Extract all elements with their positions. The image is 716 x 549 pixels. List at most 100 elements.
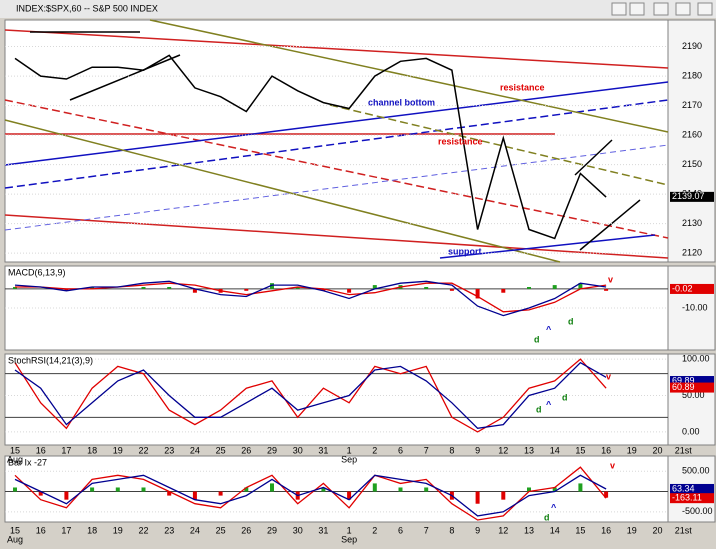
x-tick-label: 16 (36, 525, 46, 535)
histogram-bar (244, 288, 249, 291)
x-tick-label: 9 (475, 445, 480, 455)
last-value-label: -163.11 (672, 493, 702, 503)
y-tick-label: 100.00 (682, 353, 710, 363)
histogram-bar (372, 483, 377, 492)
histogram-bar (270, 483, 274, 492)
x-tick-label: 14 (550, 445, 560, 455)
histogram-bar (501, 491, 506, 500)
x-tick-label: 19 (627, 445, 637, 455)
x-tick-label: 8 (449, 445, 454, 455)
chart-title: INDEX:$SPX,60 -- S&P 500 INDEX (16, 3, 158, 13)
annotation: resistance (500, 82, 545, 92)
x-tick-label: 25 (216, 445, 226, 455)
histogram-bar (295, 287, 300, 289)
x-tick-label: 18 (87, 525, 97, 535)
x-tick-label: 13 (524, 525, 534, 535)
histogram-bar (552, 487, 557, 492)
last-value-box (670, 382, 714, 393)
y-tick-label: 2170 (682, 100, 702, 110)
annotation: channel bottom (368, 97, 435, 107)
button[interactable] (653, 2, 669, 16)
histogram-bar (38, 491, 43, 496)
button[interactable] (675, 2, 691, 16)
button[interactable] (629, 2, 645, 16)
last-value-box (670, 191, 714, 202)
y-tick-label: 50.00 (682, 390, 705, 400)
annotation: ^ (546, 399, 552, 409)
histogram-bar (578, 283, 583, 289)
histogram-bar (347, 288, 352, 293)
button[interactable] (611, 2, 627, 16)
x-tick-label: 15 (575, 445, 585, 455)
histogram-bar (578, 483, 583, 492)
histogram-bar (218, 491, 223, 496)
x-tick-label: 17 (61, 445, 71, 455)
x-tick-label: 7 (424, 445, 429, 455)
x-tick-label: 21st (675, 525, 693, 535)
histogram-bar (167, 287, 172, 289)
last-value-box (670, 283, 714, 294)
x-tick-label: 2 (372, 525, 377, 535)
histogram-bar (90, 487, 95, 492)
annotation: d (544, 512, 550, 522)
month-label: Sep (341, 534, 357, 544)
y-tick-label: 500.00 (682, 466, 710, 476)
x-tick-label: 31 (318, 445, 328, 455)
histogram-bar (475, 288, 480, 299)
histogram-bar (13, 487, 17, 492)
histogram-bar (141, 287, 146, 289)
last-value-label: 69.89 (672, 375, 695, 385)
y-tick-label: 2150 (682, 159, 702, 169)
y-tick-label: 2120 (682, 248, 702, 258)
button[interactable] (697, 2, 713, 16)
x-tick-label: 6 (398, 525, 403, 535)
series-line (14, 280, 607, 317)
histogram-bar (270, 283, 274, 289)
histogram-bar (244, 487, 249, 492)
annotation: d (568, 316, 574, 326)
histogram-bar (527, 287, 531, 289)
last-value-label: 63.34 (672, 483, 695, 493)
histogram-bar (192, 491, 197, 500)
x-tick-label: 6 (398, 445, 403, 455)
x-tick-label: 8 (449, 525, 454, 535)
trendline (579, 199, 641, 251)
x-tick-label: 1 (347, 525, 352, 535)
histogram-bar (398, 487, 403, 492)
histogram-bar (64, 288, 69, 291)
panel-title: StochRSI(14,21(3),9) (8, 355, 93, 365)
y-tick-label: 2160 (682, 129, 702, 139)
histogram-bar (501, 288, 506, 293)
histogram-bar (90, 287, 95, 289)
trendlines (4, 19, 669, 263)
window-buttons[interactable] (611, 2, 713, 16)
trendline (574, 139, 613, 176)
x-tick-label: 16 (601, 525, 611, 535)
series-line (14, 54, 607, 240)
histogram-bar (167, 491, 172, 496)
month-label: Aug (7, 454, 23, 464)
x-tick-label: 20 (652, 445, 662, 455)
panel (4, 19, 669, 263)
trendline (439, 234, 656, 259)
histogram-bar (13, 287, 17, 289)
last-value-label: 60.89 (672, 382, 695, 392)
last-value-box (670, 376, 714, 387)
x-tick-label: 2 (372, 445, 377, 455)
y-tick-label: 0.00 (682, 426, 700, 436)
histogram-bar (604, 491, 609, 498)
annotation: d (562, 392, 568, 402)
x-tick-label: 19 (113, 525, 123, 535)
panel-title: MACD(6,13,9) (8, 267, 66, 277)
x-tick-label: 29 (267, 525, 277, 535)
histogram-bar (64, 491, 69, 500)
series-line (14, 466, 607, 521)
annotation: ^ (551, 502, 557, 512)
trendline (4, 81, 669, 166)
histogram-bar (115, 487, 120, 492)
histogram-bar (552, 285, 557, 289)
last-value-label: -0.02 (672, 283, 693, 293)
histogram-bar (604, 288, 609, 291)
annotation: ^ (546, 324, 552, 334)
